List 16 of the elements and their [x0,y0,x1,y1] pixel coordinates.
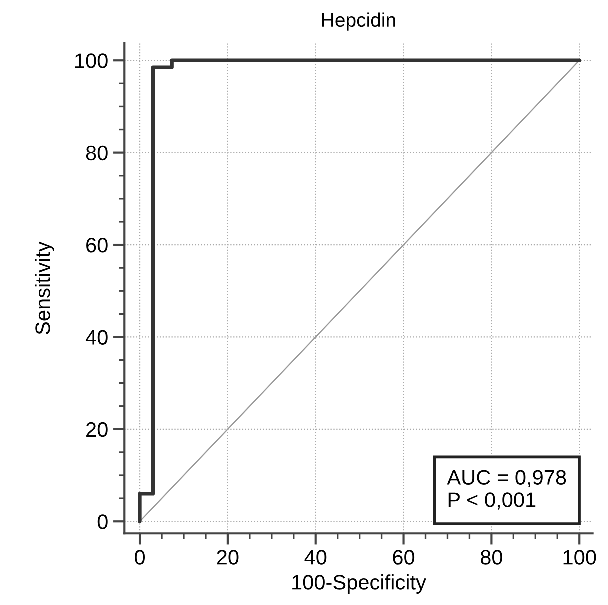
y-axis-title: Sensitivity [35,242,54,335]
x-tick-label: 60 [393,550,415,565]
y-tick-label: 60 [86,238,108,253]
y-tick-label: 80 [86,146,108,161]
y-tick-label: 40 [86,330,108,345]
x-tick-label: 20 [217,550,239,565]
x-axis-title: 100-Specificity [292,574,426,594]
annotation: AUC = 0,978 P < 0,001 [447,470,566,510]
chart-title: Hepcidin [322,12,396,31]
x-tick-label: 100 [564,550,596,565]
x-tick-label: 80 [481,550,502,565]
y-tick-label: 0 [98,514,108,530]
y-tick-label: 20 [86,422,108,438]
y-tick-label: 100 [76,54,108,68]
x-tick-label: 0 [135,550,146,565]
x-tick-label: 40 [304,550,327,565]
